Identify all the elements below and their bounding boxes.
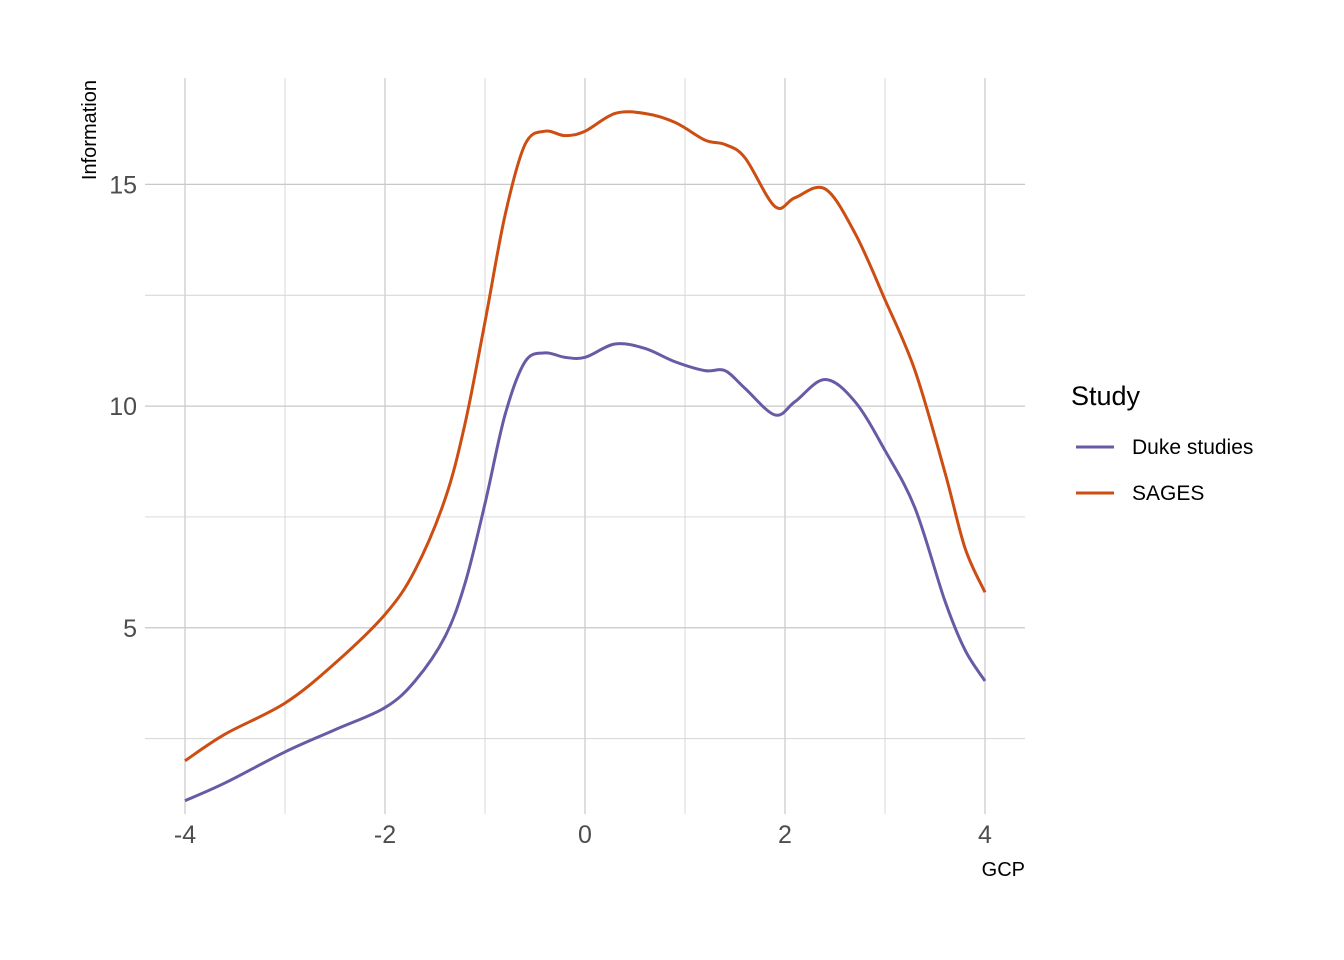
- legend-label-sages: SAGES: [1132, 482, 1204, 505]
- y-axis-title: Information: [79, 80, 101, 180]
- y-tick-label: 10: [109, 393, 137, 421]
- series-lines: [184, 110, 987, 803]
- y-axis-ticks: 5 10 15: [109, 171, 137, 642]
- legend-label-duke-studies: Duke studies: [1132, 436, 1253, 459]
- x-tick-label: 2: [778, 821, 792, 849]
- x-axis-title: GCP: [982, 859, 1025, 881]
- grid: [145, 78, 1025, 814]
- x-tick-label: 0: [578, 821, 592, 849]
- y-tick-label: 15: [109, 171, 137, 199]
- series-line-sages: [184, 110, 987, 763]
- x-tick-label: -4: [174, 821, 196, 849]
- y-tick-label: 5: [123, 615, 137, 643]
- x-tick-label: -2: [374, 821, 396, 849]
- x-axis-ticks: -4 -2 0 2 4: [174, 821, 992, 849]
- x-tick-label: 4: [978, 821, 992, 849]
- legend-title: Study: [1071, 381, 1141, 411]
- legend: Study Duke studies SAGES: [1071, 381, 1253, 505]
- series-line-duke-studies: [184, 342, 987, 803]
